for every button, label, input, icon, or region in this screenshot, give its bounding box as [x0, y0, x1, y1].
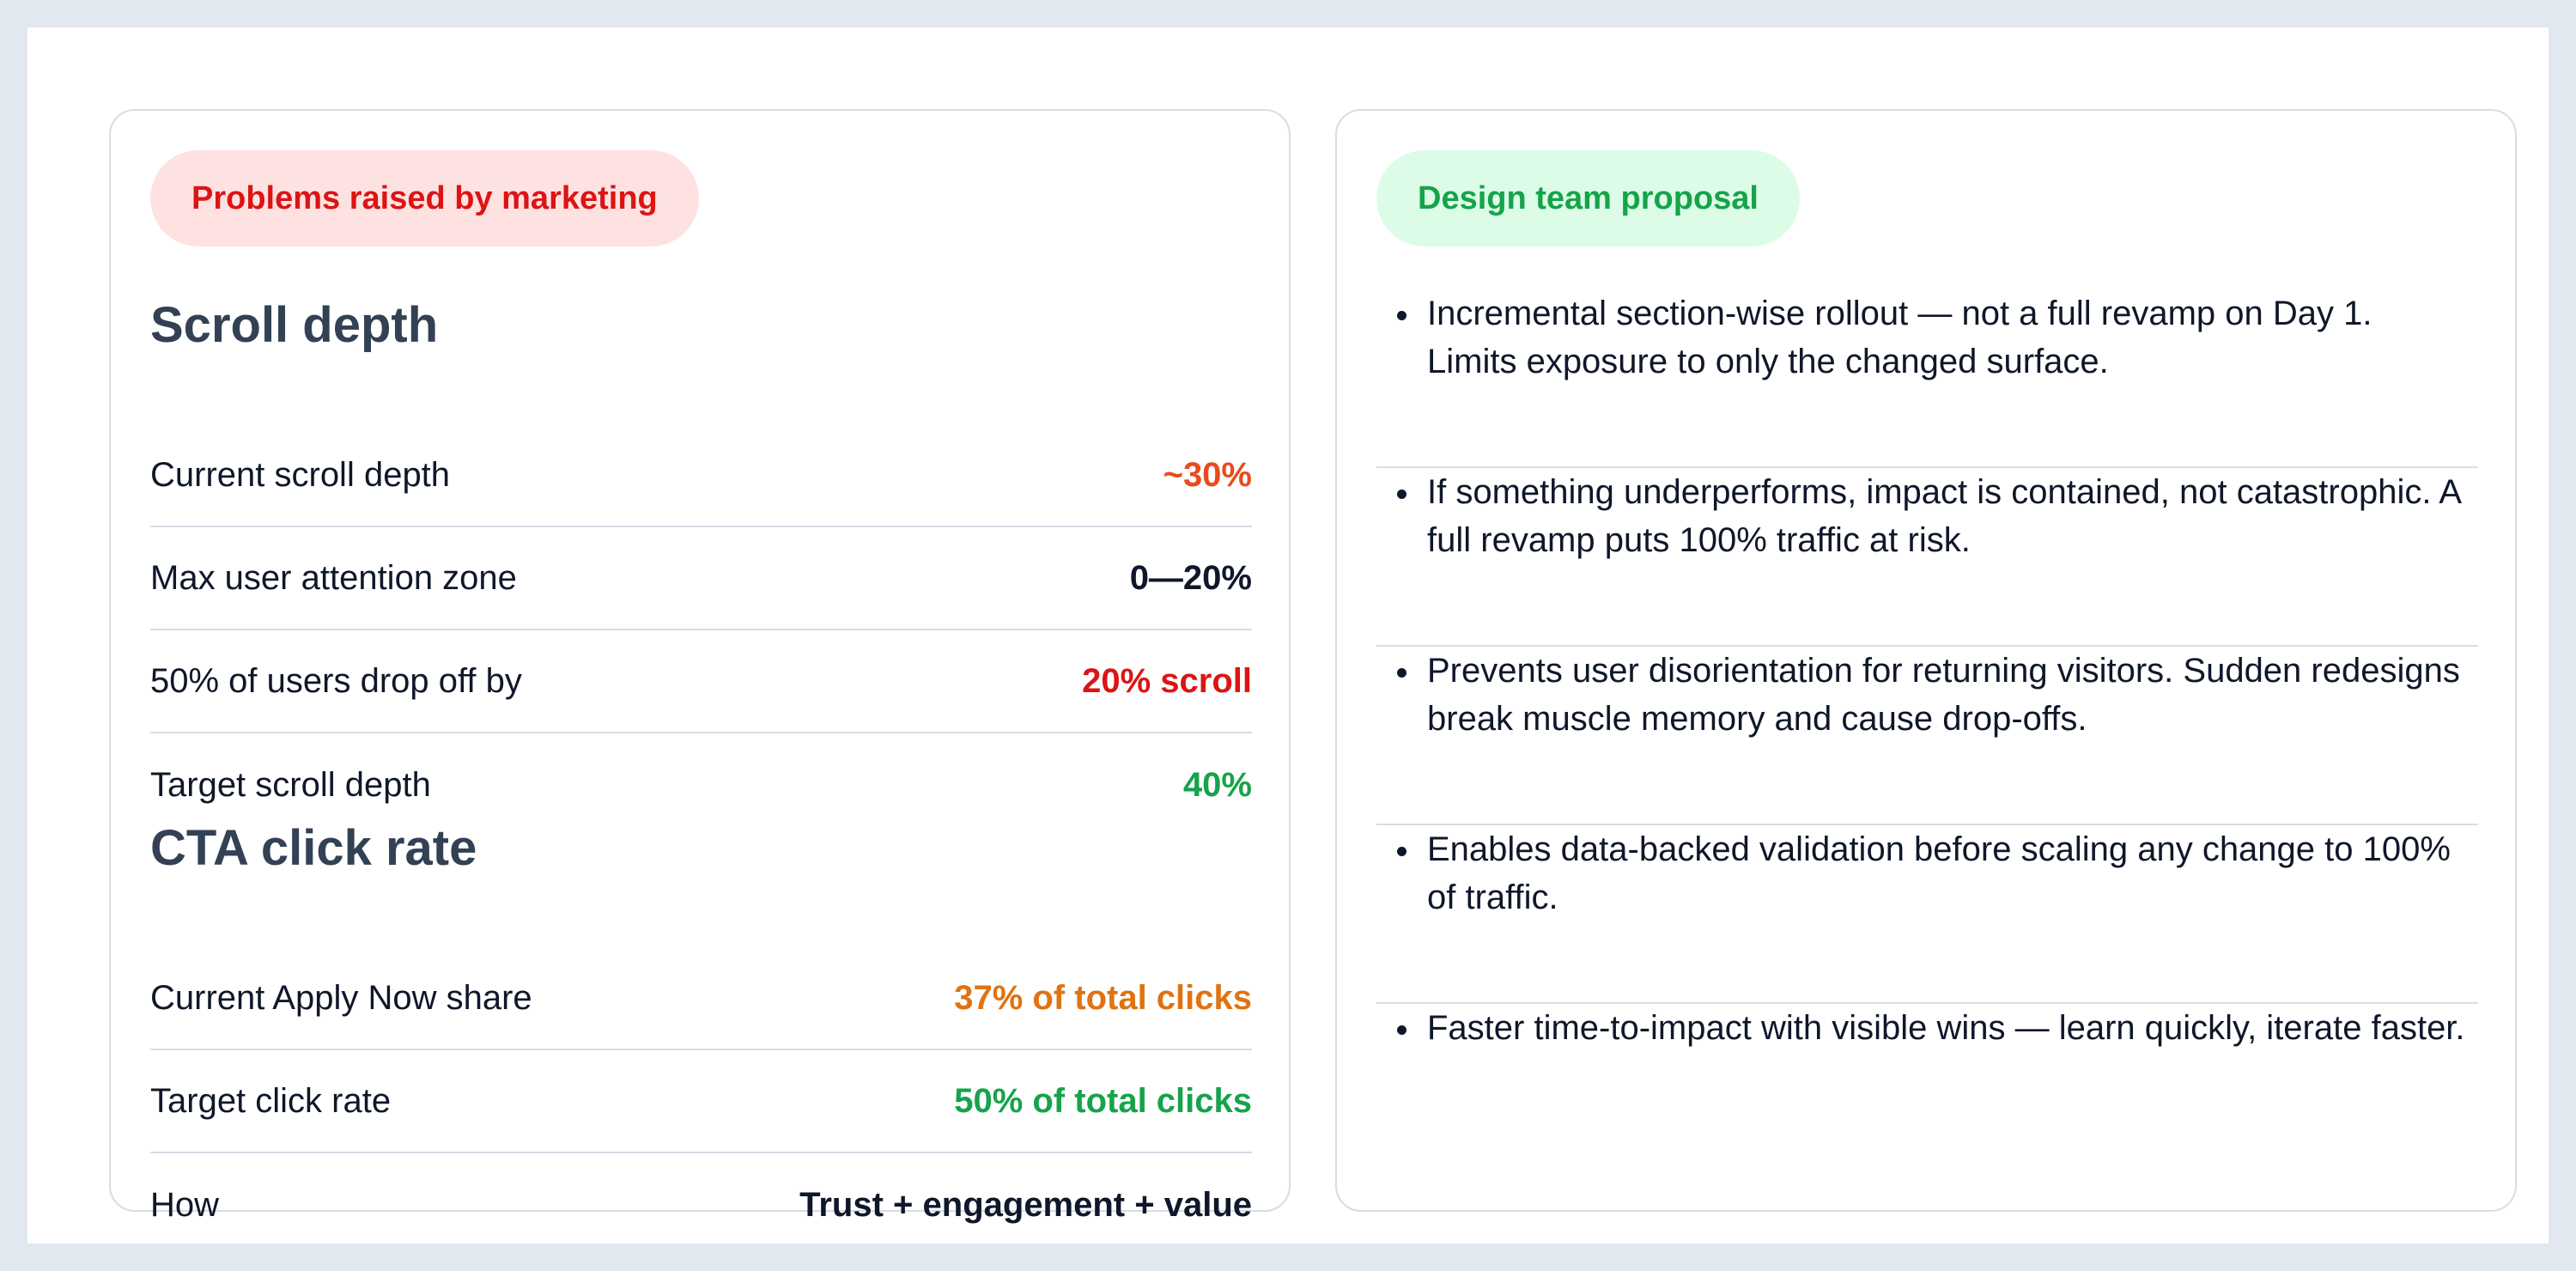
bullet-icon [1397, 311, 1406, 320]
problems-badge: Problems raised by marketing [150, 150, 699, 246]
metric-row: Max user attention zone 0—20% [150, 527, 1252, 630]
metric-label: Target scroll depth [150, 765, 431, 804]
bullet-icon [1397, 847, 1406, 856]
metric-label: Current scroll depth [150, 455, 451, 494]
bullet-icon [1397, 668, 1406, 678]
metric-value: Trust + engagement + value [799, 1185, 1252, 1224]
proposal-item: Incremental section-wise rollout — not a… [1376, 289, 2478, 468]
metric-label: 50% of users drop off by [150, 661, 522, 700]
proposal-text: Incremental section-wise rollout — not a… [1427, 295, 2372, 380]
metric-row: Current scroll depth ~30% [150, 424, 1252, 527]
proposal-item: If something underperforms, impact is co… [1376, 468, 2478, 647]
metric-row: How Trust + engagement + value [150, 1153, 1252, 1256]
metric-row: Current Apply Now share 37% of total cli… [150, 947, 1252, 1050]
metric-row: 50% of users drop off by 20% scroll [150, 630, 1252, 733]
metric-label: How [150, 1185, 220, 1224]
bullet-icon [1397, 1025, 1406, 1035]
proposal-text: If something underperforms, impact is co… [1427, 473, 2460, 559]
proposal-item: Enables data-backed validation before sc… [1376, 825, 2478, 1004]
metric-value: 20% scroll [1082, 661, 1252, 700]
metric-value: 37% of total clicks [954, 978, 1252, 1017]
metric-label: Max user attention zone [150, 558, 517, 597]
bullet-icon [1397, 490, 1406, 499]
metric-row: Target click rate 50% of total clicks [150, 1050, 1252, 1153]
proposal-card: Design team proposal Incremental section… [1335, 109, 2517, 1212]
proposal-text: Prevents user disorientation for returni… [1427, 652, 2460, 738]
problems-card: Problems raised by marketing Scroll dept… [109, 109, 1291, 1224]
proposal-text: Faster time-to-impact with visible wins … [1427, 1009, 2465, 1047]
metric-row: Target scroll depth 40% [150, 733, 1252, 836]
metric-label: Current Apply Now share [150, 978, 532, 1017]
scroll-depth-title: Scroll depth [150, 297, 439, 353]
metric-value: 0—20% [1129, 558, 1252, 597]
proposal-badge: Design team proposal [1376, 150, 1800, 246]
proposal-item: Prevents user disorientation for returni… [1376, 647, 2478, 825]
slide-canvas: Problems raised by marketing Scroll dept… [27, 27, 2549, 1244]
metric-value: 50% of total clicks [954, 1081, 1252, 1120]
metric-value: ~30% [1163, 455, 1252, 494]
cta-click-rate-title: CTA click rate [150, 820, 477, 876]
proposal-text: Enables data-backed validation before sc… [1427, 830, 2451, 916]
proposal-item: Faster time-to-impact with visible wins … [1376, 1004, 2478, 1183]
metric-label: Target click rate [150, 1081, 392, 1120]
metric-value: 40% [1182, 765, 1252, 804]
